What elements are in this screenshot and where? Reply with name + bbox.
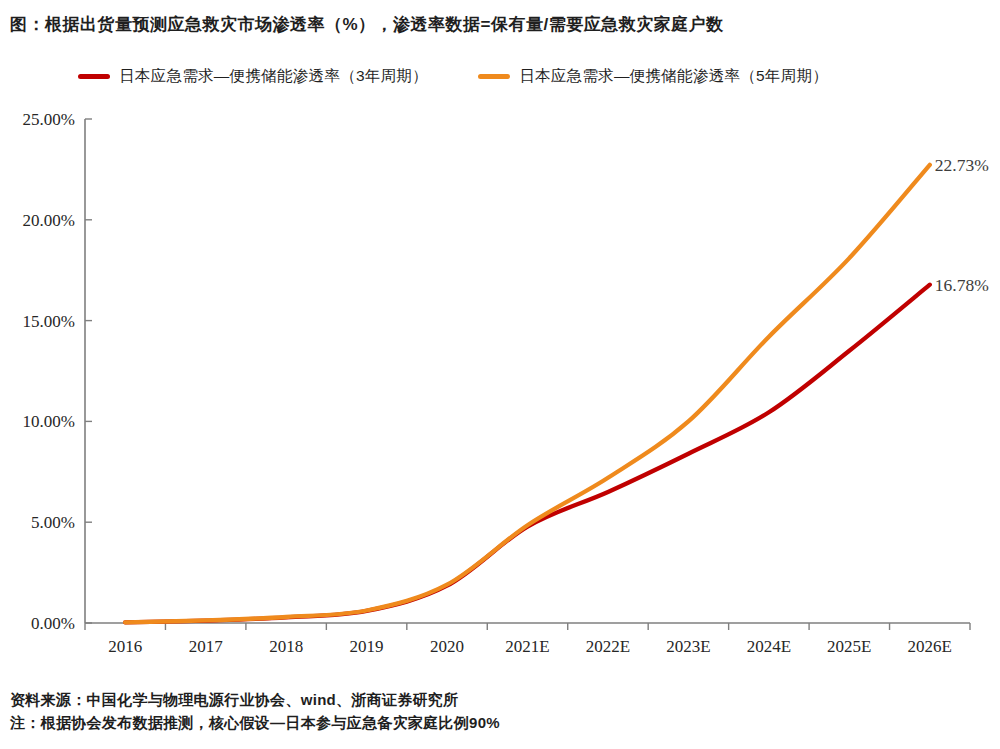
- y-tick-label: 25.00%: [23, 110, 75, 129]
- y-tick-label: 15.00%: [23, 312, 75, 331]
- legend-label-5yr: 日本应急需求—便携储能渗透率（5年周期）: [519, 66, 828, 87]
- chart-svg: 0.00% 5.00% 10.00% 15.00% 20.00% 25.00% 2016 20…: [0, 98, 1000, 673]
- note-line: 注：根据协会发布数据推测，核心假设—日本参与应急备灾家庭比例90%: [10, 711, 990, 734]
- x-tick-label: 2021E: [505, 637, 549, 656]
- x-tick-label: 2017: [189, 637, 224, 656]
- x-tick-label: 2022E: [586, 637, 630, 656]
- source-line: 资料来源：中国化学与物理电源行业协会、wind、浙商证券研究所: [10, 688, 990, 711]
- legend-swatch-3yr-line: [78, 74, 110, 79]
- x-tick-label: 2025E: [827, 637, 871, 656]
- footer: 资料来源：中国化学与物理电源行业协会、wind、浙商证券研究所 注：根据协会发布…: [10, 688, 990, 734]
- series-end-label-5yr: 22.73%: [935, 155, 989, 175]
- chart-title: 图：根据出货量预测应急救灾市场渗透率（%），渗透率数据=保有量/需要应急救灾家庭…: [10, 13, 990, 36]
- legend-swatch-5yr-line: [478, 74, 510, 79]
- legend-item-5yr: 日本应急需求—便携储能渗透率（5年周期）: [478, 66, 828, 87]
- x-tick-label: 2016: [108, 637, 142, 656]
- y-tick-label: 20.00%: [23, 211, 75, 230]
- x-tick-label: 2026E: [908, 637, 952, 656]
- legend-item-3yr: 日本应急需求—便携储能渗透率（3年周期）: [78, 66, 428, 87]
- series-line-5yr: [125, 165, 930, 623]
- x-tick-label: 2018: [269, 637, 303, 656]
- x-tick-label: 2023E: [666, 637, 710, 656]
- x-tick-label: 2019: [350, 637, 384, 656]
- series-line-3yr: [125, 285, 930, 623]
- y-tick-label: 5.00%: [31, 513, 75, 532]
- chart-page: 图：根据出货量预测应急救灾市场渗透率（%），渗透率数据=保有量/需要应急救灾家庭…: [0, 0, 1000, 749]
- legend-label-3yr: 日本应急需求—便携储能渗透率（3年周期）: [119, 66, 428, 87]
- x-tick-label: 2024E: [747, 637, 791, 656]
- y-tick-label: 0.00%: [31, 614, 75, 633]
- y-tick-label: 10.00%: [23, 412, 75, 431]
- series-end-label-3yr: 16.78%: [935, 275, 989, 295]
- x-tick-label: 2020: [430, 637, 464, 656]
- legend: 日本应急需求—便携储能渗透率（3年周期） 日本应急需求—便携储能渗透率（5年周期…: [78, 66, 828, 87]
- chart-plot-area: 0.00% 5.00% 10.00% 15.00% 20.00% 25.00% 2016 20…: [0, 98, 1000, 673]
